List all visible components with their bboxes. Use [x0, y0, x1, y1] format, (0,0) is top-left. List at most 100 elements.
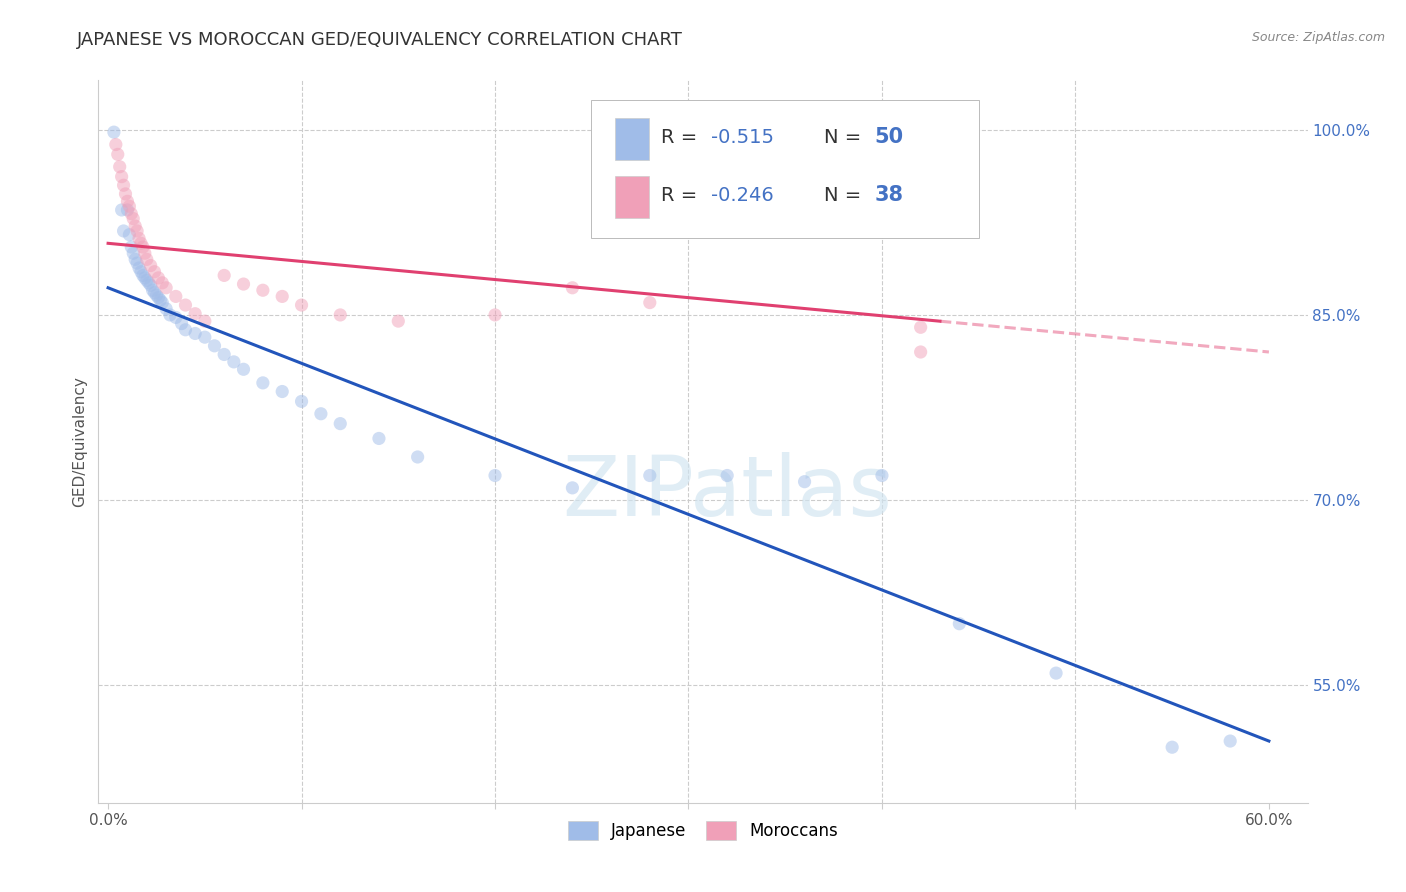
Point	[149, 293, 172, 307]
Point	[870, 468, 893, 483]
Point	[165, 289, 187, 303]
Point	[143, 265, 166, 279]
Point	[638, 295, 661, 310]
Point	[368, 432, 391, 446]
FancyBboxPatch shape	[591, 100, 979, 238]
Point	[329, 308, 352, 322]
Point	[134, 246, 156, 260]
Point	[148, 291, 170, 305]
Point	[222, 355, 245, 369]
Point	[309, 407, 332, 421]
Text: -0.246: -0.246	[711, 186, 775, 204]
Point	[716, 468, 738, 483]
Point	[111, 169, 134, 184]
Point	[127, 224, 149, 238]
Point	[118, 227, 141, 242]
Point	[204, 339, 226, 353]
Point	[910, 345, 932, 359]
Point	[118, 199, 141, 213]
Point	[1045, 666, 1067, 681]
Point	[127, 256, 149, 270]
Text: JAPANESE VS MOROCCAN GED/EQUIVALENCY CORRELATION CHART: JAPANESE VS MOROCCAN GED/EQUIVALENCY COR…	[77, 31, 683, 49]
Point	[1161, 740, 1184, 755]
Point	[155, 301, 177, 316]
Point	[112, 178, 135, 193]
Point	[139, 278, 162, 293]
Point	[212, 347, 235, 361]
Point	[271, 384, 294, 399]
Point	[148, 271, 170, 285]
Text: Source: ZipAtlas.com: Source: ZipAtlas.com	[1251, 31, 1385, 45]
Point	[122, 246, 145, 260]
Point	[484, 308, 506, 322]
Point	[145, 288, 167, 302]
Point	[910, 320, 932, 334]
Point	[194, 314, 217, 328]
Point	[124, 219, 146, 233]
Point	[232, 362, 254, 376]
Point	[1219, 734, 1241, 748]
FancyBboxPatch shape	[614, 176, 648, 218]
Point	[129, 265, 152, 279]
Point	[184, 326, 207, 341]
Point	[387, 314, 409, 328]
Point	[252, 283, 274, 297]
Point	[329, 417, 352, 431]
Point	[252, 376, 274, 390]
Point	[406, 450, 429, 464]
Point	[107, 147, 129, 161]
Point	[793, 475, 815, 489]
Point	[129, 236, 152, 251]
Point	[290, 394, 312, 409]
Text: 50: 50	[875, 128, 904, 147]
Point	[117, 194, 139, 209]
Point	[484, 468, 506, 483]
Text: R =: R =	[661, 128, 703, 147]
Text: R =: R =	[661, 186, 703, 204]
Text: N =: N =	[824, 186, 868, 204]
Point	[122, 211, 145, 226]
Point	[212, 268, 235, 283]
Text: 38: 38	[875, 186, 904, 205]
Point	[132, 240, 155, 254]
Point	[165, 310, 187, 325]
FancyBboxPatch shape	[614, 118, 648, 160]
Text: -0.515: -0.515	[711, 128, 775, 147]
Point	[174, 298, 197, 312]
Point	[139, 259, 162, 273]
Point	[150, 295, 173, 310]
Point	[142, 283, 165, 297]
Point	[143, 285, 166, 300]
Point	[174, 323, 197, 337]
Legend: Japanese, Moroccans: Japanese, Moroccans	[560, 813, 846, 848]
Point	[184, 307, 207, 321]
Point	[134, 271, 156, 285]
Point	[561, 481, 583, 495]
Point	[128, 231, 150, 245]
Point	[271, 289, 294, 303]
Point	[135, 273, 157, 287]
Point	[155, 281, 177, 295]
Point	[135, 252, 157, 267]
Point	[638, 468, 661, 483]
Point	[159, 308, 181, 322]
Point	[117, 202, 139, 217]
Point	[120, 207, 142, 221]
Point	[111, 202, 134, 217]
Point	[150, 276, 173, 290]
Point	[132, 268, 155, 283]
Point	[104, 137, 127, 152]
Point	[128, 260, 150, 275]
Point	[103, 125, 125, 139]
Point	[290, 298, 312, 312]
Point	[194, 330, 217, 344]
Point	[561, 281, 583, 295]
Point	[138, 276, 160, 290]
Point	[120, 240, 142, 254]
Text: ZIPatlas: ZIPatlas	[562, 451, 893, 533]
Point	[112, 224, 135, 238]
Point	[948, 616, 970, 631]
Text: N =: N =	[824, 128, 868, 147]
Point	[232, 277, 254, 291]
Point	[108, 160, 131, 174]
